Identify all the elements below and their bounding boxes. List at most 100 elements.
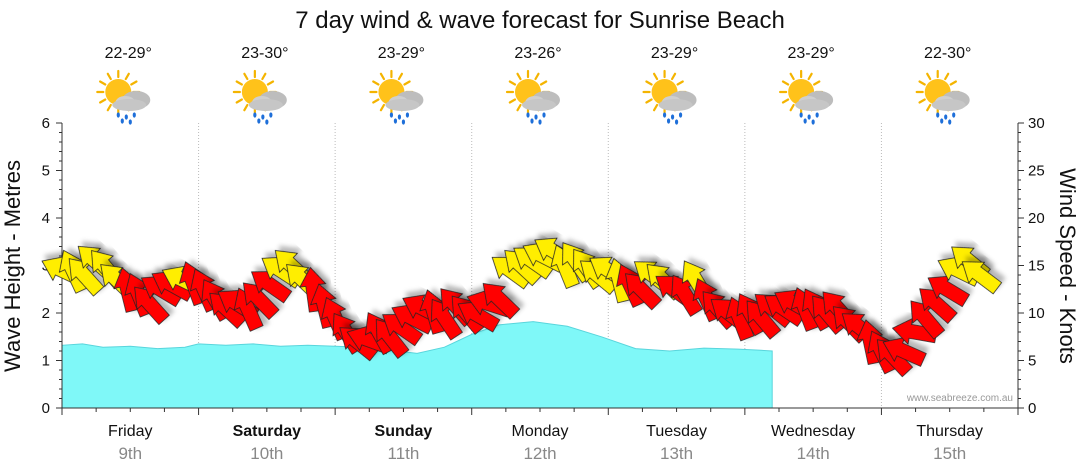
sun-ray xyxy=(235,98,243,104)
cloud-part xyxy=(112,99,147,111)
day-name-label: Saturday xyxy=(233,423,302,440)
temperature-range-label: 22-29° xyxy=(105,45,152,62)
sun-ray xyxy=(516,72,522,81)
raindrop xyxy=(269,112,273,118)
raindrop xyxy=(526,112,530,118)
wind-arrow xyxy=(251,271,293,304)
right-tick-label: 30 xyxy=(1028,115,1045,132)
sun-ray xyxy=(106,72,112,81)
raindrop xyxy=(265,119,269,125)
wind-arrow xyxy=(382,313,424,347)
raindrop xyxy=(261,114,265,120)
wind-arrow xyxy=(457,301,501,333)
raindrop xyxy=(815,112,819,118)
raindrop xyxy=(940,118,944,124)
temperature-range-label: 23-26° xyxy=(514,45,561,62)
sun-ray xyxy=(266,80,275,86)
sun-ray xyxy=(379,72,386,81)
raindrop xyxy=(257,118,261,124)
wind-arrow xyxy=(927,275,971,308)
raindrop xyxy=(401,119,406,125)
sun-cloud-rain-icon xyxy=(369,69,424,125)
sun-ray xyxy=(261,72,267,81)
temperature-range-label: 22-30° xyxy=(924,45,971,62)
left-tick-label: 5 xyxy=(42,163,50,180)
day-name-label: Wednesday xyxy=(771,423,855,440)
day-name-label: Friday xyxy=(108,423,152,440)
sun-ray xyxy=(789,72,795,81)
cloud-part xyxy=(658,99,693,111)
sun-ray xyxy=(379,103,386,112)
raindrop xyxy=(674,119,679,125)
raindrop xyxy=(530,118,534,124)
raindrop xyxy=(397,114,402,120)
sun-ray xyxy=(645,80,653,86)
wind-arrow xyxy=(482,283,521,320)
right-tick-label: 10 xyxy=(1028,305,1045,322)
sun-ray xyxy=(813,80,821,86)
raindrop xyxy=(799,112,803,118)
sun-ray xyxy=(106,103,112,112)
sun-ray xyxy=(98,98,107,104)
raindrop xyxy=(542,112,546,118)
sun-cloud-rain-icon xyxy=(505,69,560,125)
raindrop xyxy=(120,118,124,124)
raindrop xyxy=(389,112,394,118)
raindrop xyxy=(944,114,948,120)
raindrop xyxy=(678,112,683,118)
chart-title: 7 day wind & wave forecast for Sunrise B… xyxy=(295,7,785,34)
sun-ray xyxy=(918,80,926,86)
day-date-label: 9th xyxy=(118,444,142,463)
temperature-range-label: 23-29° xyxy=(651,45,698,62)
raindrop xyxy=(116,112,120,118)
raindrop xyxy=(948,119,952,125)
sun-ray xyxy=(397,72,404,81)
sun-ray xyxy=(807,72,813,81)
left-tick-label: 4 xyxy=(42,210,50,227)
sun-ray xyxy=(539,80,548,86)
day-date-label: 12th xyxy=(523,444,556,463)
right-tick-label: 5 xyxy=(1028,353,1036,370)
cloud-part xyxy=(522,99,556,111)
raindrop xyxy=(128,119,132,125)
temperature-range-label: 23-29° xyxy=(378,45,425,62)
day-date-label: 13th xyxy=(660,444,693,463)
raindrop xyxy=(132,112,136,118)
day-date-label: 10th xyxy=(250,444,283,463)
raindrop xyxy=(666,118,671,124)
sun-ray xyxy=(918,98,926,104)
right-tick-label: 0 xyxy=(1028,400,1036,417)
sun-ray xyxy=(403,80,411,86)
sun-ray xyxy=(124,72,130,81)
sun-ray xyxy=(98,80,107,86)
watermark: www.seabreeze.com.au xyxy=(906,393,1013,404)
sun-ray xyxy=(130,80,138,86)
right-tick-label: 25 xyxy=(1028,163,1045,180)
wind-arrow xyxy=(961,261,1003,295)
right-axis-title: Wind Speed - Knots xyxy=(1055,168,1080,364)
temperature-range-label: 23-30° xyxy=(241,45,288,62)
wind-arrow xyxy=(242,282,280,321)
sun-ray xyxy=(789,103,795,112)
sun-cloud-rain-icon xyxy=(915,69,970,125)
raindrop xyxy=(936,112,940,118)
sun-ray xyxy=(372,80,380,86)
right-tick-label: 20 xyxy=(1028,210,1045,227)
sun-ray xyxy=(243,103,249,112)
sun-ray xyxy=(516,103,522,112)
wind-arrow xyxy=(625,273,663,311)
day-name-label: Sunday xyxy=(375,423,433,440)
day-date-label: 11th xyxy=(388,444,420,463)
temperature-range-label: 23-29° xyxy=(787,45,834,62)
sun-ray xyxy=(645,98,653,104)
left-tick-label: 6 xyxy=(42,115,50,132)
sun-ray xyxy=(508,98,517,104)
cloud-part xyxy=(795,99,830,111)
raindrop xyxy=(952,112,956,118)
sun-ray xyxy=(534,72,540,81)
cloud-part xyxy=(931,99,966,111)
day-name-label: Thursday xyxy=(916,423,983,440)
day-name-label: Monday xyxy=(512,423,569,440)
